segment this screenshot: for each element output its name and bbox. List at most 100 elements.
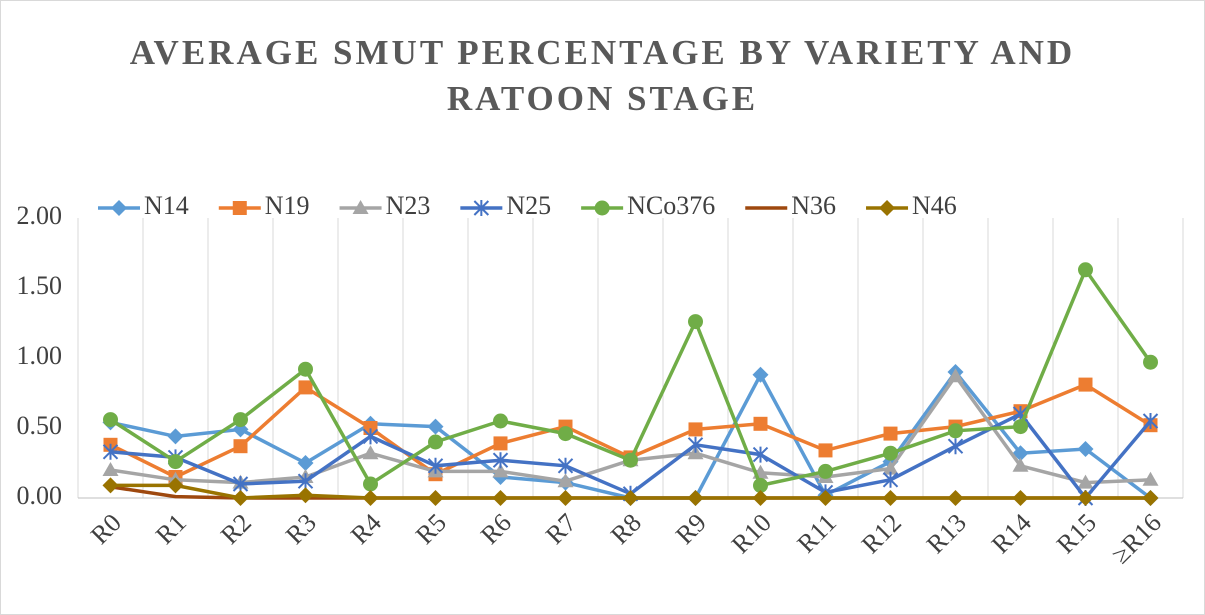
marker <box>1142 471 1159 486</box>
x-tick-label: R12 <box>856 508 907 559</box>
x-tick-label: R6 <box>475 508 517 550</box>
marker <box>1012 457 1029 472</box>
marker <box>102 443 119 460</box>
marker <box>948 423 963 439</box>
x-tick-label: R2 <box>215 508 257 550</box>
y-tick-label: 2.00 <box>17 201 63 230</box>
series <box>102 477 1159 506</box>
marker <box>103 412 118 428</box>
chart-title: AVERAGE SMUT PERCENTAGE BY VARIETY AND R… <box>129 33 1076 118</box>
marker <box>688 422 703 437</box>
marker <box>362 428 379 445</box>
marker <box>1077 441 1094 457</box>
marker <box>232 201 247 215</box>
series <box>103 377 1158 484</box>
marker <box>557 457 574 474</box>
marker <box>623 452 638 468</box>
y-tick-label: 0.00 <box>17 481 63 510</box>
marker <box>882 471 899 488</box>
marker <box>594 200 610 216</box>
marker <box>362 445 379 460</box>
marker <box>298 361 313 377</box>
x-tick-label: R9 <box>670 508 712 550</box>
marker <box>362 490 379 506</box>
marker <box>883 445 898 461</box>
marker <box>883 426 898 441</box>
x-tick-label: R8 <box>605 508 647 550</box>
x-tick-label: R14 <box>986 508 1037 559</box>
legend-label: N25 <box>506 191 551 220</box>
x-tick-label: R0 <box>85 508 127 550</box>
marker <box>557 490 574 506</box>
marker <box>428 434 443 450</box>
marker <box>687 436 704 453</box>
x-tick-label: R3 <box>280 508 322 550</box>
marker <box>297 455 314 471</box>
legend-label: N36 <box>791 191 836 220</box>
marker <box>102 462 119 476</box>
marker <box>818 463 833 479</box>
x-tick-label: R1 <box>150 508 192 550</box>
marker <box>232 476 249 492</box>
x-tick-label: R5 <box>410 508 452 550</box>
x-tick-label: R15 <box>1051 508 1102 559</box>
marker <box>298 380 313 395</box>
marker <box>688 314 703 330</box>
legend-label: N19 <box>265 191 310 220</box>
legend-label: N14 <box>144 191 189 220</box>
marker <box>879 200 896 216</box>
marker <box>1013 419 1028 435</box>
y-tick-label: 1.50 <box>17 271 63 300</box>
y-tick-label: 1.00 <box>17 341 63 370</box>
marker <box>558 426 573 442</box>
marker <box>492 490 509 506</box>
x-tick-label: R13 <box>921 508 972 559</box>
marker <box>493 413 508 429</box>
marker <box>1078 262 1093 278</box>
y-tick-label: 0.50 <box>17 411 63 440</box>
marker <box>1142 413 1159 429</box>
marker <box>167 477 184 494</box>
marker <box>753 477 768 493</box>
marker <box>233 412 248 428</box>
marker <box>1143 354 1158 370</box>
marker <box>882 460 899 475</box>
marker <box>427 418 444 435</box>
marker <box>947 368 964 383</box>
marker <box>167 428 184 445</box>
marker <box>818 443 833 458</box>
marker <box>102 477 119 494</box>
marker <box>492 463 509 478</box>
marker <box>947 438 964 455</box>
x-tick-label: R7 <box>540 508 582 550</box>
marker <box>297 473 314 490</box>
x-tick-label: R11 <box>791 508 841 558</box>
marker <box>427 457 444 474</box>
marker <box>752 446 769 463</box>
legend-label: NCo376 <box>627 191 715 220</box>
marker <box>1142 490 1159 506</box>
x-tick-label: ≥R16 <box>1106 508 1167 569</box>
marker <box>1012 490 1029 506</box>
series <box>103 262 1158 493</box>
marker <box>687 490 704 506</box>
marker <box>363 476 378 492</box>
marker <box>427 490 444 506</box>
marker <box>111 200 127 216</box>
marker <box>232 490 249 506</box>
marker <box>1078 377 1093 392</box>
marker <box>752 490 769 506</box>
x-tick-label: R10 <box>726 508 777 559</box>
marker <box>493 436 508 451</box>
marker <box>817 490 834 506</box>
marker <box>882 490 899 506</box>
marker <box>492 452 509 469</box>
marker <box>1077 474 1094 489</box>
marker <box>1077 490 1094 506</box>
marker <box>168 454 183 470</box>
marker <box>1012 445 1029 462</box>
marker <box>473 200 490 216</box>
marker <box>622 490 639 506</box>
marker <box>557 473 574 488</box>
